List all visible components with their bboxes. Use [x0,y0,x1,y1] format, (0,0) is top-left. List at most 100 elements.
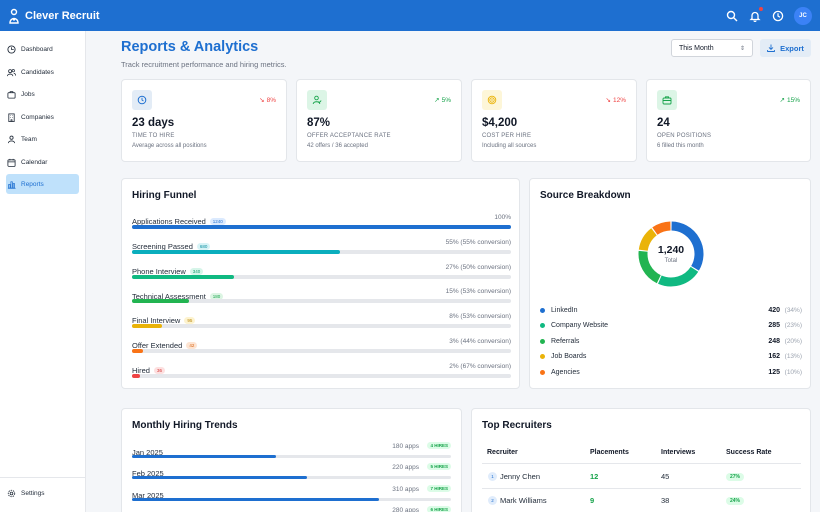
column-header[interactable]: Interviews [661,449,696,456]
source-percent: (10%) [784,368,802,376]
funnel-stage[interactable]: Hired 36 2% (67% conversion) [132,362,511,380]
bell-icon[interactable] [748,6,763,23]
trend-progress-fill [132,497,380,501]
funnel-stage[interactable]: Screening Passed 680 55% (55% conversion) [132,238,511,256]
interviews-value: 38 [661,496,670,505]
card-title: Source Breakdown [540,190,631,201]
trend-apps: 220 apps [392,464,419,472]
trend-hires-badge: 4 HIRES [427,442,451,449]
download-icon [767,44,775,52]
chart-icon [7,180,16,189]
source-breakdown-card: Source Breakdown 1,240 Total LinkedIn 420… [529,178,811,389]
trend-progress-fill [132,476,308,480]
success-rate-badge: 27% [726,473,745,481]
chevron-updown-icon: ⇕ [739,45,745,52]
funnel-stage[interactable]: Final Interview 95 8% (53% conversion) [132,312,511,330]
stage-progress-fill [132,225,511,229]
trend-badge: ↗ 5% [434,96,451,105]
stage-progress-fill [132,373,140,378]
stage-count-badge: 95 [184,317,196,325]
kpi-label: TIME TO HIRE [132,133,175,139]
stage-count-badge: 1240 [209,218,226,226]
stage-progress-fill [132,324,163,329]
briefcase-icon [7,90,16,99]
page-title: Reports & Analytics [121,39,259,55]
stage-count-badge: 340 [189,267,204,275]
sidebar-item-settings[interactable]: Settings [6,483,79,503]
table-row[interactable]: 2 Mark Williams 9 38 24% [482,489,801,512]
placements-value: 12 [590,472,599,481]
period-select[interactable]: This Month ⇕ [671,39,753,57]
avatar[interactable]: JC [794,6,812,25]
sidebar-item-dashboard[interactable]: Dashboard [6,39,79,59]
column-header[interactable]: Placements [590,449,629,456]
trend-row[interactable]: Feb 2025 220 apps 5 HIRES [132,463,451,481]
stage-name: Offer Extended [132,341,183,351]
trend-month: Mar 2025 [132,490,164,500]
sidebar-item-label: Dashboard [21,45,53,53]
sidebar-item-label: Candidates [21,68,54,76]
export-label: Export [780,43,804,53]
trend-row[interactable]: Jan 2025 180 apps 4 HIRES [132,442,451,460]
stage-percent: 100% [494,214,511,221]
trend-down-icon: ↘ [605,97,611,104]
legend-dot [540,338,545,344]
stage-progress-track [132,349,511,353]
recruiter-name: Mark Williams [500,496,547,505]
briefcase-icon [657,90,677,110]
rank-badge: 1 [488,472,497,481]
donut-slice-referrals[interactable] [638,250,662,284]
donut-center: 1,240 Total [638,221,704,287]
stage-percent: 2% (67% conversion) [449,362,511,370]
sidebar-item-candidates[interactable]: Candidates [6,62,79,82]
kpi-label: COST PER HIRE [482,133,532,139]
sidebar-item-team[interactable]: Team [6,129,79,149]
kpi-value: 23 days [132,117,175,129]
source-legend-item[interactable]: Agencies 125 (10%) [540,367,802,377]
stage-percent: 3% (44% conversion) [449,338,511,345]
search-icon[interactable] [725,9,739,23]
legend-dot [540,307,545,313]
funnel-stage[interactable]: Offer Extended 42 3% (44% conversion) [132,337,511,355]
source-legend-item[interactable]: LinkedIn 420 (34%) [540,305,802,315]
card-title: Monthly Hiring Trends [132,420,238,431]
funnel-stage[interactable]: Technical Assessment 180 15% (53% conversi… [132,287,511,305]
funnel-stage[interactable]: Phone Interview 340 27% (50% conversion) [132,263,511,281]
source-legend-item[interactable]: Referrals 248 (20%) [540,336,802,346]
source-value: 162 [768,353,780,360]
kpi-card-open-positions: ↗ 15% 24 OPEN POSITIONS 6 filled this mon… [646,79,811,162]
source-legend-item[interactable]: Company Website 285 (23%) [540,321,802,331]
sidebar-item-companies[interactable]: Companies [6,107,79,127]
hiring-funnel-card: Hiring Funnel Applications Received 1240 1… [121,178,520,389]
export-button[interactable]: Export [760,39,811,57]
sidebar-item-label: Companies [21,113,54,121]
donut-slice-linkedin[interactable] [671,221,704,271]
funnel-stage[interactable]: Applications Received 1240 100% [132,213,511,231]
sidebar: Dashboard Candidates Jobs Companies Team… [0,31,86,512]
stage-percent: 8% (53% conversion) [449,313,511,321]
legend-dot [540,354,545,359]
brand[interactable]: Clever Recruit [8,8,100,24]
column-header[interactable]: Recruiter [487,449,518,456]
sidebar-item-reports[interactable]: Reports [6,174,79,194]
stage-name: Screening Passed [132,242,193,252]
trend-hires-badge: 7 HIRES [427,484,451,492]
trend-row[interactable]: Mar 2025 310 apps 7 HIRES [132,484,451,503]
donut-slice-agencies[interactable] [652,221,671,235]
sidebar-item-jobs[interactable]: Jobs [6,84,79,104]
sidebar-item-calendar[interactable]: Calendar [6,152,79,172]
sidebar-item-label: Settings [21,489,45,497]
clock-icon[interactable] [771,9,785,23]
table-row[interactable]: 1 Jenny Chen 12 45 27% [482,465,801,489]
column-header[interactable]: Success Rate [726,449,772,456]
donut-slice-job-boards[interactable] [638,228,657,252]
stage-name: Final Interview [132,316,181,326]
donut-slice-company-website[interactable] [658,266,699,287]
stage-progress-track [132,324,511,329]
source-legend-item[interactable]: Job Boards 162 (13%) [540,352,802,362]
source-percent: (23%) [784,322,802,329]
kpi-value: 87% [307,117,331,129]
rank-badge: 2 [488,496,497,505]
trend-badge: ↗ 15% [779,96,800,105]
